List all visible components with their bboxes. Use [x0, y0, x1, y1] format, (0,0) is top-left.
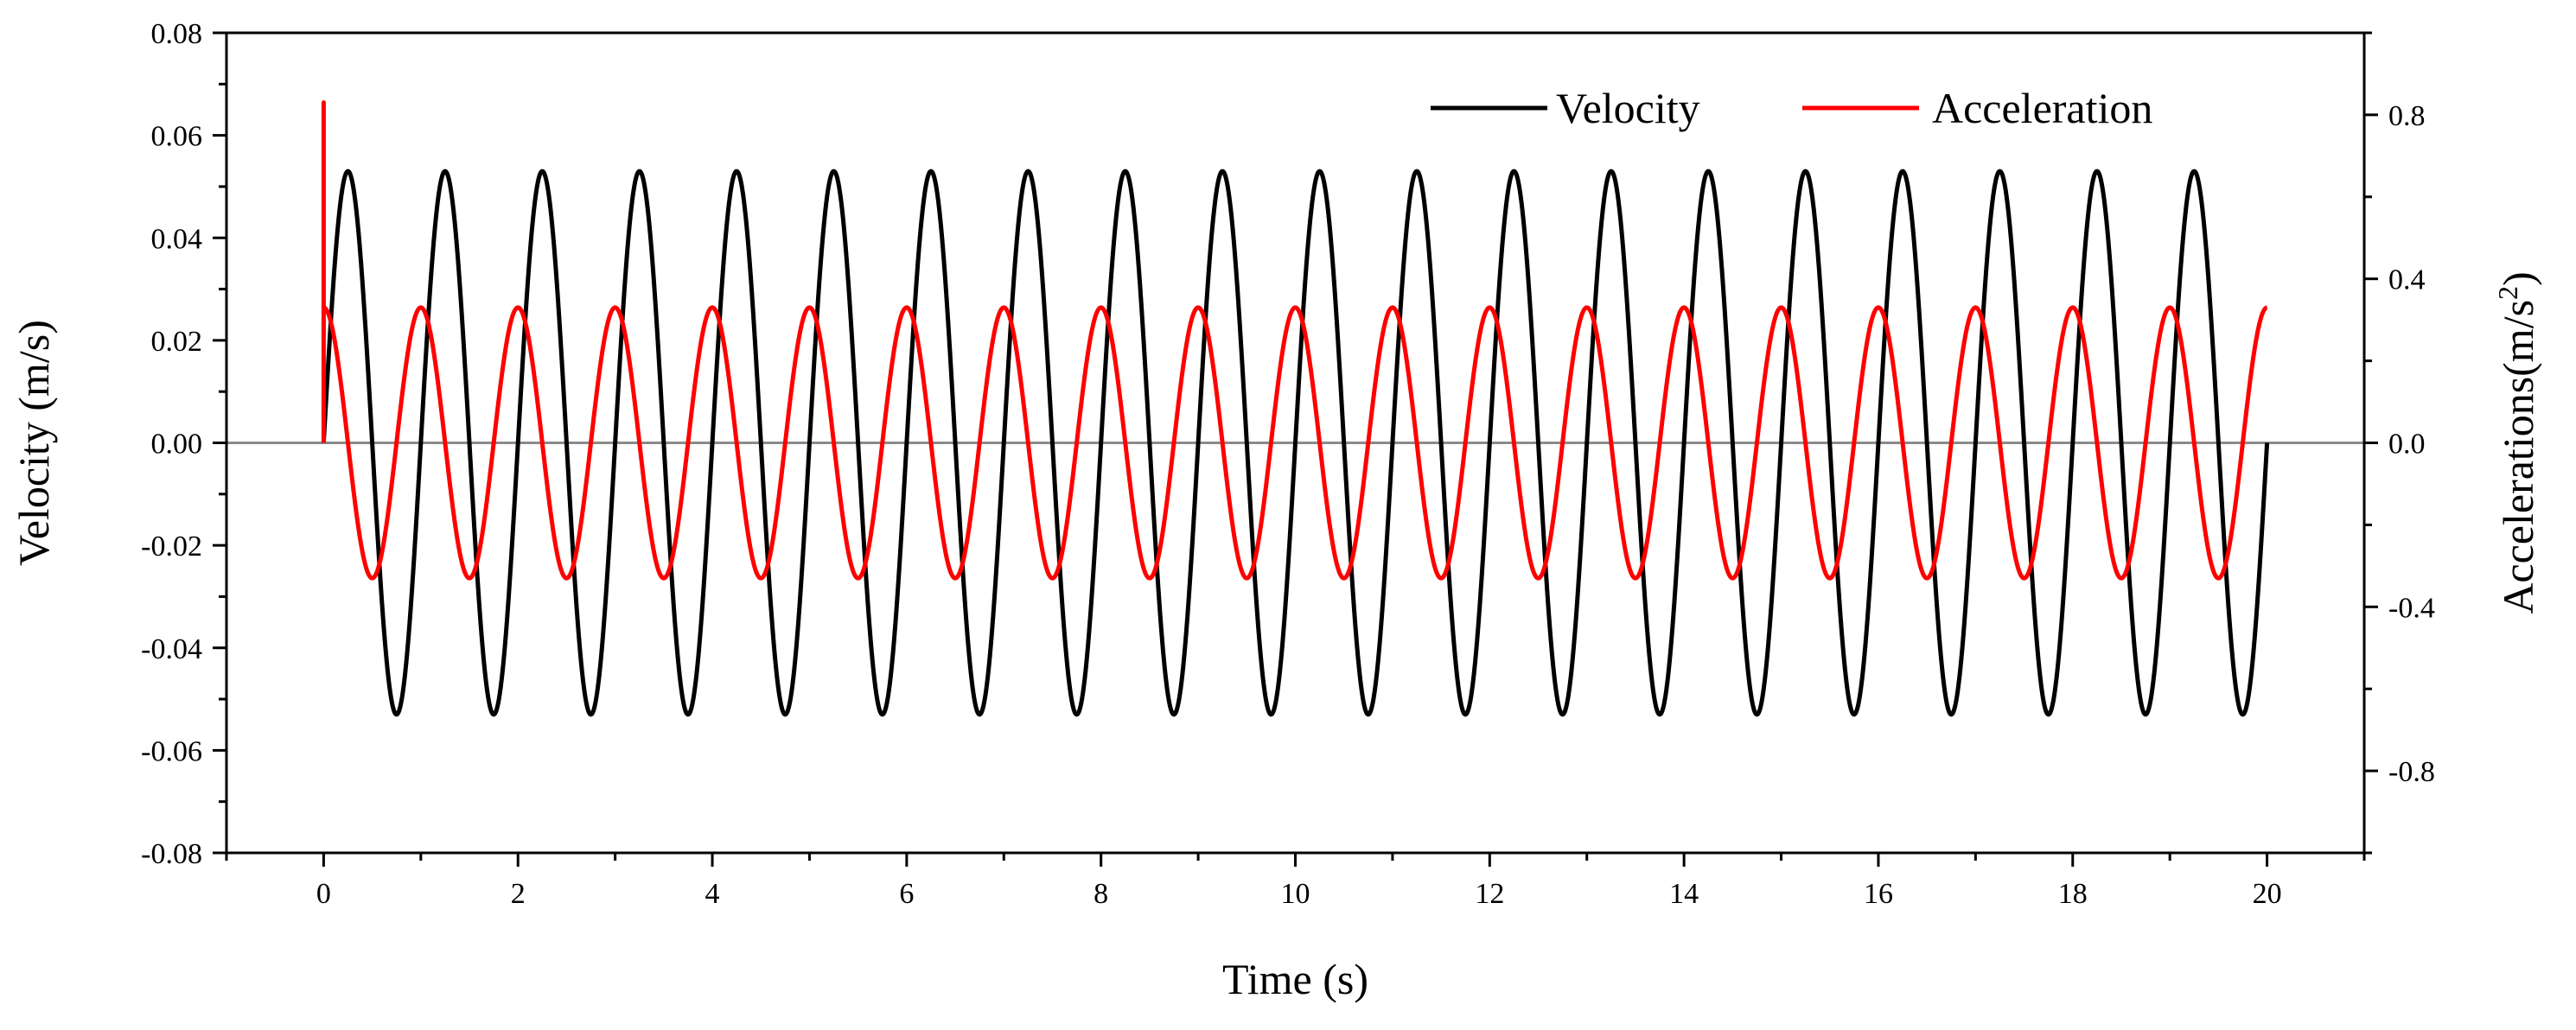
x-tick-label: 20 [2253, 878, 2282, 910]
legend-label-velocity: Velocity [1556, 84, 1700, 132]
series-velocity [321, 168, 2270, 717]
y-left-axis-title: Velocity (m/s) [10, 320, 58, 566]
y-right-axis-title: Accelerations(m/s2) [2492, 271, 2542, 614]
x-tick-label: 6 [899, 878, 914, 910]
y-right-title-end: ) [2494, 271, 2542, 286]
x-tick-label: 2 [511, 878, 526, 910]
y-left-tick-label: 0.08 [151, 18, 203, 50]
x-tick-label: 12 [1475, 878, 1504, 910]
x-tick-label: 8 [1094, 878, 1108, 910]
series-acceleration [321, 100, 2269, 581]
y-right-tick-label: 0.4 [2388, 264, 2426, 296]
legend: Velocity Acceleration [1431, 84, 2152, 132]
x-axis-title: Time (s) [1222, 955, 1368, 1003]
y-left-tick-label: -0.04 [141, 633, 202, 665]
y-left-tick-label: -0.02 [141, 531, 202, 563]
x-tick-label: 18 [2058, 878, 2088, 910]
x-tick-label: 16 [1864, 878, 1893, 910]
legend-label-acceleration: Acceleration [1932, 84, 2152, 132]
y-left-tick-label: 0.00 [151, 429, 203, 461]
x-tick-label: 14 [1669, 878, 1699, 910]
y-right-tick-label: 0.0 [2388, 429, 2426, 461]
y-left-tick-label: -0.06 [141, 735, 202, 767]
x-tick-label: 0 [316, 878, 331, 910]
series-layer [321, 100, 2270, 717]
y-right-title-main: Accelerations(m/s [2494, 300, 2542, 614]
y-left-tick-label: -0.08 [141, 838, 202, 870]
ticks-layer: 0 2 4 6 8 10 12 14 16 18 20 -0.08 -0.06 -0.04 -0.02 0.0… [141, 18, 2435, 910]
y-left-tick-label: 0.06 [151, 121, 203, 153]
y-right-tick-label: -0.4 [2388, 592, 2435, 624]
y-left-tick-label: 0.02 [151, 326, 203, 358]
y-right-title-superscript: 2 [2492, 286, 2523, 300]
y-right-tick-label: -0.8 [2388, 756, 2435, 788]
y-left-tick-label: 0.04 [151, 223, 203, 255]
y-right-tick-label: 0.8 [2388, 100, 2426, 132]
x-tick-label: 10 [1281, 878, 1310, 910]
x-tick-label: 4 [705, 878, 720, 910]
